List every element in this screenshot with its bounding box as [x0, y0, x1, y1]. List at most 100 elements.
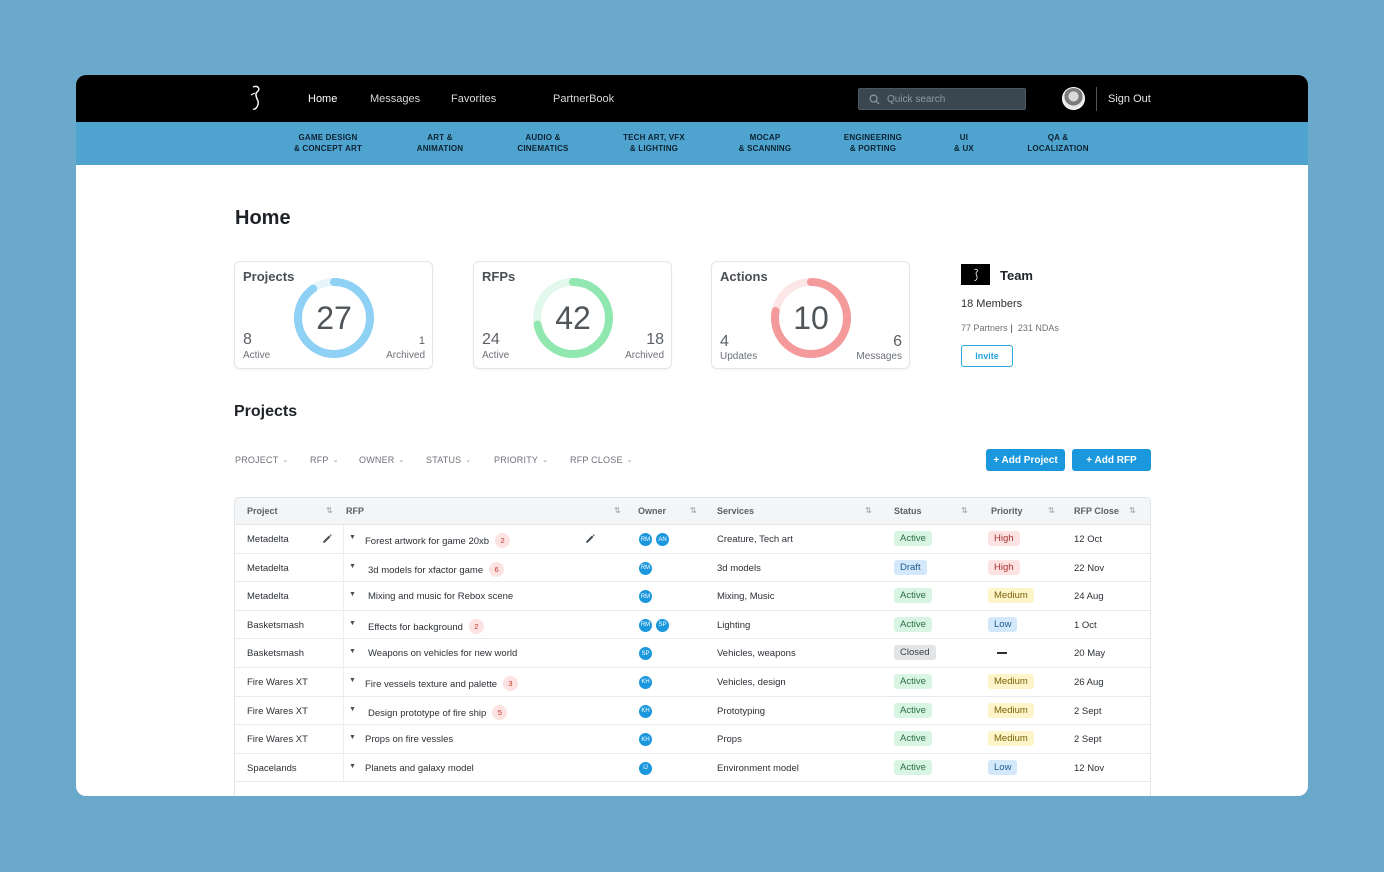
chevron-down-icon[interactable]: ▼ — [349, 562, 356, 570]
cell-rfp-close: 20 May — [1074, 648, 1106, 660]
cell-rfp[interactable]: Weapons on vehicles for new world — [368, 648, 517, 659]
table-row[interactable]: Fire Wares XT ▼ Fire vessels texture and p… — [235, 667, 1150, 697]
cell-rfp[interactable]: Mixing and music for Rebox scene — [368, 591, 513, 602]
cell-rfp[interactable]: Effects for background 2 — [368, 618, 484, 635]
owner-avatar[interactable]: RM — [638, 617, 653, 633]
category-audio-cinematics[interactable]: AUDIO & CINEMATICS — [517, 132, 568, 154]
category-label: ENGINEERING — [843, 133, 903, 142]
rfp-count-badge: 3 — [503, 675, 519, 691]
category-mocap[interactable]: MOCAP & SCANNING — [739, 132, 792, 154]
table-row[interactable]: Metadelta ▼ Forest artwork for game 20xb 2 R… — [235, 525, 1150, 554]
left-count: 8 — [243, 331, 252, 348]
quick-search[interactable] — [858, 88, 1026, 110]
table-row[interactable]: Metadelta ▼ 3d models for xfactor game 6 RM 3… — [235, 553, 1150, 583]
sort-icon[interactable]: ⇅ — [326, 506, 333, 515]
priority-badge: Low — [988, 616, 1018, 632]
header-rfp-close[interactable]: RFP Close — [1074, 506, 1119, 516]
category-label: CINEMATICS — [517, 144, 569, 153]
cell-rfp[interactable]: Forest artwork for game 20xb 2 — [365, 533, 511, 549]
filter-rfp[interactable]: RFP ⌄ — [310, 455, 339, 465]
rfps-card[interactable]: RFPs 42 24 Active 18 Archived — [473, 261, 672, 369]
ring-total: 27 — [316, 299, 352, 336]
table-row[interactable]: Basketsmash ▼ Effects for background 2 RM SP L… — [235, 610, 1150, 640]
sort-icon[interactable]: ⇅ — [690, 506, 697, 515]
header-project[interactable]: Project — [247, 506, 278, 516]
header-services[interactable]: Services — [717, 506, 755, 516]
right-label: Archived — [386, 350, 425, 361]
category-ui-ux[interactable]: UI & UX — [954, 132, 974, 154]
category-game-design[interactable]: GAME DESIGN & CONCEPT ART — [294, 132, 362, 154]
nav-messages[interactable]: Messages — [370, 93, 421, 105]
chevron-down-icon[interactable]: ▼ — [349, 676, 356, 684]
chevron-down-icon[interactable]: ▼ — [349, 734, 356, 742]
priority-empty-dash — [997, 652, 1007, 655]
cell-services: Lighting — [717, 619, 751, 631]
table-row[interactable]: Metadelta ▼ Mixing and music for Rebox sce… — [235, 582, 1150, 611]
cell-owner: RM SP — [638, 617, 670, 633]
table-row[interactable]: Fire Wares XT ▼ Design prototype of fire s… — [235, 696, 1150, 726]
chevron-down-icon[interactable]: ▼ — [349, 619, 356, 627]
filter-status[interactable]: STATUS ⌄ — [426, 455, 471, 465]
status-badge: Active — [894, 616, 932, 632]
sort-icon[interactable]: ⇅ — [614, 506, 621, 515]
header-status[interactable]: Status — [894, 506, 922, 516]
invite-button[interactable]: Invite — [961, 345, 1013, 367]
category-art-animation[interactable]: ART & ANIMATION — [417, 132, 464, 154]
category-label: & CONCEPT ART — [293, 144, 363, 153]
nav-partnerbook[interactable]: PartnerBook — [553, 93, 615, 105]
header-rfp[interactable]: RFP — [346, 506, 364, 516]
owner-avatar[interactable]: KH — [638, 674, 653, 690]
chevron-down-icon: ⌄ — [465, 457, 472, 464]
chevron-down-icon[interactable]: ▼ — [349, 591, 356, 599]
table-row[interactable]: Spacelands ▼ Planets and galaxy model IJ Env… — [235, 753, 1150, 783]
chevron-down-icon[interactable]: ▼ — [349, 648, 356, 656]
owner-avatar[interactable]: SP — [638, 646, 653, 662]
filter-priority[interactable]: PRIORITY ⌄ — [494, 455, 548, 465]
nav-home[interactable]: Home — [308, 93, 338, 105]
priority-badge: Medium — [988, 731, 1034, 747]
sort-icon[interactable]: ⇅ — [865, 506, 872, 515]
owner-avatar[interactable]: KH — [638, 703, 653, 719]
header-owner[interactable]: Owner — [638, 506, 667, 516]
search-input[interactable] — [887, 93, 1017, 105]
category-label: ANIMATION — [416, 144, 464, 153]
add-rfp-button[interactable]: + Add RFP — [1072, 449, 1151, 471]
nav-favorites[interactable]: Favorites — [451, 93, 497, 105]
filter-owner[interactable]: OWNER ⌄ — [359, 455, 405, 465]
add-project-button[interactable]: + Add Project — [986, 449, 1065, 471]
sort-icon[interactable]: ⇅ — [1129, 506, 1136, 515]
sort-icon[interactable]: ⇅ — [961, 506, 968, 515]
chevron-down-icon[interactable]: ▼ — [349, 705, 356, 713]
cell-rfp[interactable]: Fire vessels texture and palette 3 — [365, 675, 519, 692]
cell-rfp[interactable]: Design prototype of fire ship 5 — [368, 704, 508, 721]
cell-rfp[interactable]: Planets and galaxy model — [365, 763, 474, 774]
owner-avatar[interactable]: KH — [638, 732, 653, 748]
filter-rfp-close[interactable]: RFP CLOSE ⌄ — [570, 455, 633, 465]
sign-out-link[interactable]: Sign Out — [1108, 93, 1151, 105]
user-avatar[interactable] — [1062, 87, 1085, 110]
table-row[interactable]: Basketsmash ▼ Weapons on vehicles for new … — [235, 639, 1150, 668]
category-qa[interactable]: QA & LOCALIZATION — [1027, 132, 1088, 154]
chevron-down-icon[interactable]: ▼ — [349, 762, 356, 770]
owner-avatar[interactable]: RM — [638, 589, 653, 605]
owner-avatar[interactable]: RM — [638, 532, 653, 547]
edit-pencil-icon[interactable] — [584, 532, 596, 544]
cell-rfp[interactable]: Props on fire vessles — [365, 734, 453, 745]
owner-avatar[interactable]: SP — [655, 617, 670, 633]
category-tech-art[interactable]: TECH ART, VFX & LIGHTING — [623, 132, 685, 154]
owner-avatar[interactable]: RM — [638, 560, 653, 576]
chevron-down-icon[interactable]: ▼ — [349, 534, 356, 541]
owner-avatar[interactable]: IJ — [638, 760, 653, 776]
owner-avatar[interactable]: AN — [655, 532, 670, 547]
actions-card[interactable]: Actions 10 4 Updates 6 Messages — [711, 261, 910, 369]
cell-rfp[interactable]: 3d models for xfactor game 6 — [368, 561, 505, 578]
header-priority[interactable]: Priority — [991, 506, 1023, 516]
cell-services: Props — [717, 734, 742, 746]
filter-project[interactable]: PROJECT ⌄ — [235, 455, 288, 465]
edit-pencil-icon[interactable] — [321, 532, 333, 544]
table-row[interactable]: Fire Wares XT ▼ Props on fire vessles KH Pro… — [235, 725, 1150, 754]
logo-icon[interactable] — [244, 83, 268, 113]
sort-icon[interactable]: ⇅ — [1048, 506, 1055, 515]
category-engineering[interactable]: ENGINEERING & PORTING — [844, 132, 902, 154]
projects-card[interactable]: Projects 27 8 Active 1 Archived — [234, 261, 433, 369]
